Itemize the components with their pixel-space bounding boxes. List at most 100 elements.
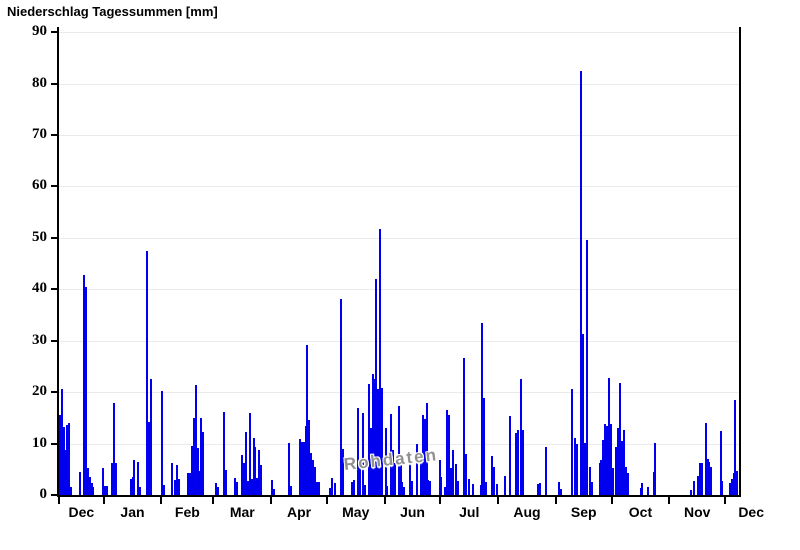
- x-tick-day-236: [497, 497, 500, 504]
- x-axis-line: [57, 495, 741, 497]
- bar-day-316: [646, 487, 649, 495]
- bar-day-211: [451, 450, 454, 495]
- bar-day-319: [652, 471, 655, 495]
- y-tick-label-50: 50: [32, 228, 47, 245]
- bar-day-198: [427, 479, 430, 495]
- bar-day-99: [243, 463, 246, 495]
- bar-day-195: [421, 414, 424, 495]
- bar-day-304: [624, 467, 627, 495]
- bar-day-62: [174, 480, 177, 495]
- gridline-50: [59, 237, 740, 239]
- bar-day-313: [641, 483, 644, 495]
- y-tick-20: [51, 391, 58, 394]
- x-month-label-3-Mar: Mar: [229, 504, 255, 520]
- bar-day-136: [312, 460, 315, 495]
- x-month-label-2-Feb: Feb: [174, 504, 200, 520]
- bar-day-348: [706, 458, 709, 495]
- bar-day-245: [514, 432, 517, 495]
- bar-day-74: [196, 448, 199, 495]
- bar-day-227: [481, 323, 484, 495]
- bar-day-258: [539, 483, 542, 495]
- y-tick-label-20: 20: [32, 383, 47, 400]
- x-tick-day-267: [554, 497, 557, 504]
- y-tick-label-0: 0: [39, 486, 48, 502]
- y-tick-80: [51, 82, 58, 85]
- bar-day-222: [472, 483, 475, 495]
- bar-day-55: [161, 391, 164, 495]
- bar-day-29: [112, 402, 115, 495]
- bar-day-277: [574, 438, 577, 495]
- y-tick-label-10: 10: [32, 434, 47, 451]
- bar-day-106: [256, 478, 259, 495]
- bar-day-23: [101, 468, 104, 495]
- bar-day-98: [241, 454, 244, 495]
- bar-day-185: [403, 487, 406, 495]
- bar-day-73: [194, 384, 197, 495]
- bar-day-189: [410, 480, 413, 495]
- x-tick-day-175: [383, 497, 386, 504]
- bar-day-299: [615, 447, 618, 495]
- bar-day-301: [619, 382, 622, 495]
- x-month-label-12-Dec: Dec: [738, 504, 764, 520]
- bar-day-30: [114, 463, 117, 495]
- bar-day-268: [557, 481, 560, 495]
- bar-day-17: [90, 483, 93, 495]
- bar-day-130: [300, 442, 303, 495]
- bar-day-207: [444, 487, 447, 495]
- bar-day-178: [390, 414, 393, 495]
- gridline-80: [59, 83, 740, 85]
- bar-day-94: [233, 478, 236, 495]
- bar-day-188: [408, 464, 411, 495]
- x-tick-day-205: [439, 497, 442, 504]
- bar-day-129: [299, 439, 302, 495]
- bar-day-180: [393, 463, 396, 495]
- bar-day-101: [246, 481, 249, 495]
- bar-day-349: [708, 461, 711, 495]
- bar-day-48: [148, 421, 151, 495]
- bar-day-89: [224, 469, 227, 495]
- bar-day-363: [734, 399, 737, 495]
- x-tick-day-0: [58, 497, 60, 504]
- bar-day-40: [133, 460, 136, 495]
- gridline-40: [59, 289, 740, 291]
- bar-day-290: [598, 462, 601, 495]
- bar-day-183: [399, 460, 402, 495]
- bar-day-103: [250, 478, 253, 495]
- bar-day-76: [200, 418, 203, 495]
- bar-day-60: [170, 462, 173, 495]
- bar-day-63: [176, 465, 179, 495]
- bar-day-108: [259, 465, 262, 495]
- y-tick-90: [51, 31, 58, 34]
- bar-day-300: [617, 428, 620, 495]
- bar-day-176: [386, 485, 389, 495]
- bar-day-196: [423, 418, 426, 495]
- bar-day-88: [222, 411, 225, 495]
- bar-day-38: [129, 479, 132, 495]
- x-month-label-9-Sep: Sep: [570, 504, 597, 520]
- x-month-label-1-Jan: Jan: [120, 504, 145, 520]
- bar-day-25: [105, 486, 108, 495]
- x-month-label-7-Jul: Jul: [459, 504, 480, 520]
- bar-day-291: [600, 459, 603, 495]
- bar-day-56: [163, 485, 166, 495]
- x-month-label-11-Nov: Nov: [683, 504, 711, 520]
- bar-day-2: [62, 426, 65, 495]
- chart-title: Niederschlag Tagessummen [mm]: [7, 4, 218, 19]
- bar-day-220: [468, 478, 471, 495]
- y-tick-40: [51, 288, 58, 291]
- bar-day-275: [570, 388, 573, 495]
- x-tick-day-144: [325, 497, 328, 504]
- bar-day-269: [559, 488, 562, 495]
- bar-day-303: [622, 430, 625, 495]
- bar-day-138: [315, 481, 318, 495]
- bar-day-15: [86, 468, 89, 495]
- y-tick-50: [51, 236, 58, 239]
- bar-day-261: [544, 446, 547, 495]
- bar-day-350: [710, 467, 713, 495]
- bar-day-347: [704, 422, 707, 495]
- bar-day-208: [446, 410, 449, 495]
- bar-day-160: [356, 408, 359, 495]
- bar-day-226: [479, 484, 482, 495]
- bar-day-105: [254, 447, 257, 495]
- bar-day-228: [483, 398, 486, 495]
